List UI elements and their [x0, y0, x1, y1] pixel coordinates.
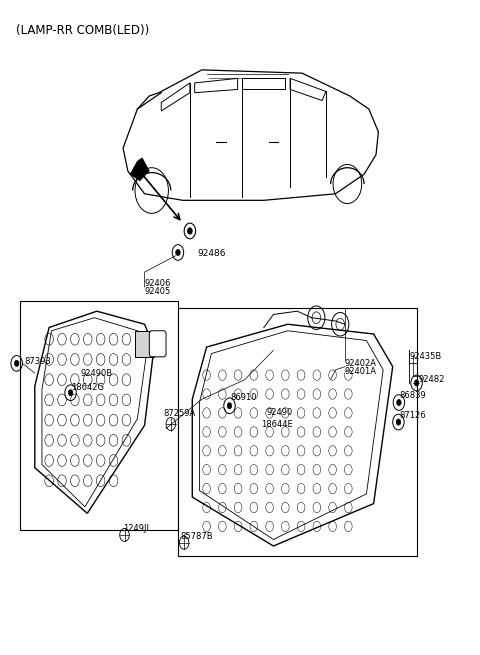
- Circle shape: [396, 400, 401, 405]
- Text: 1249JL: 1249JL: [123, 524, 151, 533]
- Text: 87259A: 87259A: [164, 409, 196, 418]
- Circle shape: [176, 250, 180, 255]
- Text: 86910: 86910: [230, 394, 257, 402]
- Text: 92490B: 92490B: [80, 369, 112, 378]
- Circle shape: [68, 390, 73, 396]
- Text: 87393: 87393: [24, 357, 51, 366]
- Text: 92401A: 92401A: [345, 367, 377, 377]
- Circle shape: [396, 419, 401, 425]
- Bar: [135, 331, 154, 357]
- Text: 92406: 92406: [144, 278, 171, 288]
- Text: 92490: 92490: [266, 408, 292, 417]
- Text: 92482: 92482: [419, 375, 445, 384]
- Text: 92486: 92486: [197, 250, 226, 258]
- Circle shape: [227, 403, 232, 409]
- Text: 86839: 86839: [400, 392, 427, 400]
- FancyBboxPatch shape: [21, 301, 178, 530]
- Text: (LAMP-RR COMB(LED)): (LAMP-RR COMB(LED)): [16, 24, 149, 37]
- Circle shape: [188, 228, 192, 234]
- Text: 87126: 87126: [400, 411, 427, 420]
- Text: 18644E: 18644E: [262, 420, 293, 428]
- Text: 18642G: 18642G: [72, 383, 105, 392]
- FancyBboxPatch shape: [149, 331, 166, 357]
- Circle shape: [14, 360, 19, 367]
- Text: 92402A: 92402A: [345, 359, 377, 368]
- Text: 92405: 92405: [144, 287, 171, 296]
- Text: 85787B: 85787B: [180, 532, 213, 541]
- FancyBboxPatch shape: [178, 308, 417, 556]
- Polygon shape: [130, 158, 149, 181]
- Circle shape: [414, 380, 419, 386]
- Text: 92435B: 92435B: [409, 352, 442, 362]
